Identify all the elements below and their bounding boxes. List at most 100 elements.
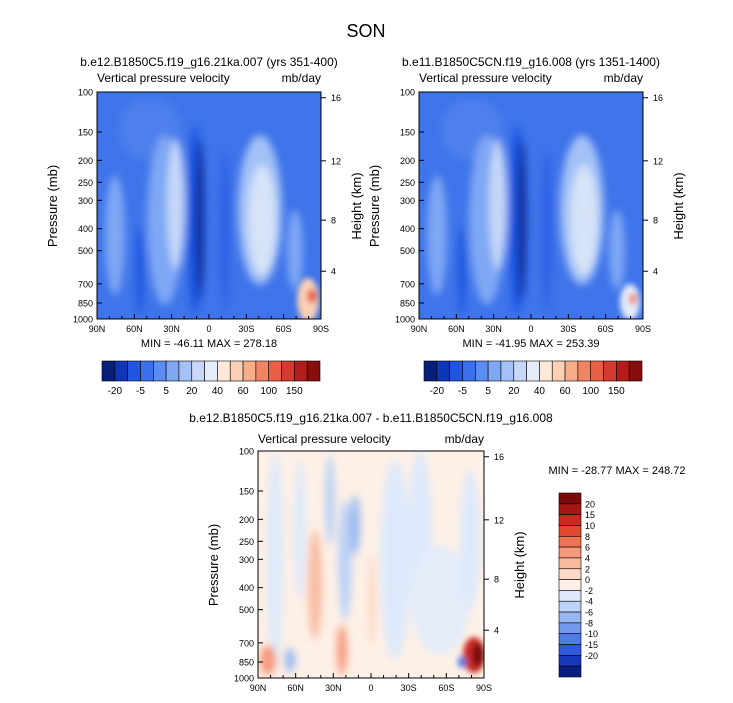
panel-1: b.e12.B1850C5.f19_g16.21ka.007 (yrs 351-… <box>45 55 364 397</box>
colorbar-label: 2 <box>585 564 590 574</box>
panel-3-field <box>258 451 484 678</box>
panel-2-y-axis-label: Pressure (mb) <box>367 165 382 247</box>
panel-1-y-axis-label: Pressure (mb) <box>45 165 60 247</box>
colorbar-swatch <box>558 492 582 505</box>
panel-2-colorbar: -20 -5 5 20 40 60 100 150 <box>423 360 643 397</box>
colorbar-label: 60 <box>237 386 249 397</box>
colorbar-swatch <box>603 360 617 382</box>
pressure-tick-label: 100 <box>239 447 254 457</box>
latitude-tick-label: 60S <box>598 324 614 334</box>
pressure-tick-label: 150 <box>239 486 254 496</box>
colorbar-swatch <box>449 360 463 382</box>
colorbar-label: 150 <box>286 386 303 397</box>
panel-3-y2-axis-label: Height (km) <box>512 531 527 598</box>
colorbar-label: 0 <box>585 575 590 585</box>
panel-2-title: b.e11.B1850C5CN.f19_g16.008 (yrs 1351-14… <box>402 55 660 69</box>
height-tick-label: 4 <box>494 626 499 636</box>
colorbar-swatch <box>436 360 450 382</box>
colorbar-label: 15 <box>585 510 595 520</box>
latitude-tick-label: 30N <box>163 324 180 334</box>
latitude-tick-label: 90S <box>313 324 329 334</box>
pressure-tick-label: 300 <box>400 196 415 206</box>
colorbar-label: 100 <box>260 386 277 397</box>
pressure-tick-label: 700 <box>400 279 415 289</box>
panel-1-axes: 100 150 200 250 300 400 500 700 850 1000 4 8 12 16 90N… <box>73 88 341 335</box>
pressure-tick-label: 1000 <box>395 315 415 325</box>
colorbar-swatch <box>558 557 582 570</box>
colorbar-swatch <box>564 360 579 382</box>
panel-1-variable-label: Vertical pressure velocity <box>97 71 230 85</box>
colorbar-swatch <box>152 360 167 382</box>
colorbar-swatch <box>114 360 128 382</box>
colorbar-label: 5 <box>485 386 491 397</box>
colorbar-swatch <box>474 360 489 382</box>
colorbar-swatch <box>551 360 566 382</box>
height-tick-label: 8 <box>494 575 499 585</box>
panel-3-stats: MIN = -28.77 MAX = 248.72 <box>549 465 686 477</box>
panel-3-variable-label: Vertical pressure velocity <box>258 432 391 446</box>
height-tick-label: 8 <box>653 216 658 226</box>
colorbar-swatch <box>539 360 553 382</box>
colorbar-swatch <box>558 665 582 678</box>
pressure-tick-label: 700 <box>239 638 254 648</box>
pressure-tick-label: 250 <box>400 178 415 188</box>
latitude-tick-label: 60S <box>276 324 292 334</box>
latitude-tick-label: 30N <box>485 324 502 334</box>
latitude-tick-label: 90S <box>476 683 492 693</box>
panel-3-axes: 100 150 200 250 300 400 500 700 850 1000 4 8 12 16 90N… <box>234 447 504 694</box>
colorbar-swatch <box>558 590 582 602</box>
colorbar-label: 4 <box>585 553 590 563</box>
panel-1-units-label: mb/day <box>282 71 321 85</box>
panel-3-title: b.e12.B1850C5.f19_g16.21ka.007 - b.e11.B… <box>189 411 553 425</box>
colorbar-label: -4 <box>585 597 593 607</box>
pressure-tick-label: 100 <box>400 88 415 98</box>
colorbar-label: -5 <box>458 386 467 397</box>
height-tick-label: 16 <box>494 452 504 462</box>
colorbar-label: 20 <box>585 499 595 509</box>
panel-2-field <box>419 92 643 319</box>
colorbar-swatch <box>140 360 154 382</box>
pressure-tick-label: 200 <box>78 156 93 166</box>
latitude-tick-label: 60N <box>126 324 143 334</box>
colorbar-swatch <box>558 568 582 580</box>
colorbar-swatch <box>577 360 592 382</box>
pressure-tick-label: 850 <box>400 298 415 308</box>
colorbar-swatch <box>242 360 257 382</box>
height-tick-label: 16 <box>331 93 341 103</box>
colorbar-swatch <box>558 525 582 537</box>
panel-2: b.e11.B1850C5CN.f19_g16.008 (yrs 1351-14… <box>367 55 686 397</box>
panel-2-variable-label: Vertical pressure velocity <box>419 71 552 85</box>
colorbar-swatch <box>526 360 540 382</box>
pressure-tick-label: 400 <box>400 224 415 234</box>
colorbar-swatch <box>513 360 527 382</box>
colorbar-swatch <box>165 360 180 382</box>
colorbar-swatch <box>558 622 582 635</box>
colorbar-swatch <box>558 633 582 645</box>
colorbar-swatch <box>558 655 582 667</box>
height-tick-label: 4 <box>653 267 658 277</box>
colorbar-swatch <box>127 360 141 382</box>
pressure-tick-label: 500 <box>78 246 93 256</box>
panel-1-stats: MIN = -46.11 MAX = 278.18 <box>141 338 277 350</box>
latitude-tick-label: 90S <box>635 324 651 334</box>
colorbar-swatch <box>191 360 205 382</box>
colorbar-label: 40 <box>534 386 546 397</box>
pressure-tick-label: 300 <box>239 555 254 565</box>
latitude-tick-label: 0 <box>368 683 373 693</box>
latitude-tick-label: 0 <box>528 324 533 334</box>
colorbar-swatch <box>229 360 244 382</box>
latitude-tick-label: 30S <box>401 683 417 693</box>
pressure-tick-label: 850 <box>78 298 93 308</box>
pressure-tick-label: 150 <box>78 127 93 137</box>
colorbar-label: -20 <box>108 386 123 397</box>
panel-3-units-label: mb/day <box>445 432 484 446</box>
figure-title: SON <box>346 21 385 41</box>
colorbar-swatch <box>306 360 321 382</box>
colorbar-swatch <box>500 360 515 382</box>
panel-1-colorbar: -20 -5 5 20 40 60 100 150 <box>101 360 321 397</box>
colorbar-swatch <box>558 514 582 526</box>
colorbar-label: 60 <box>559 386 571 397</box>
latitude-tick-label: 60S <box>438 683 454 693</box>
colorbar-label: 40 <box>212 386 224 397</box>
